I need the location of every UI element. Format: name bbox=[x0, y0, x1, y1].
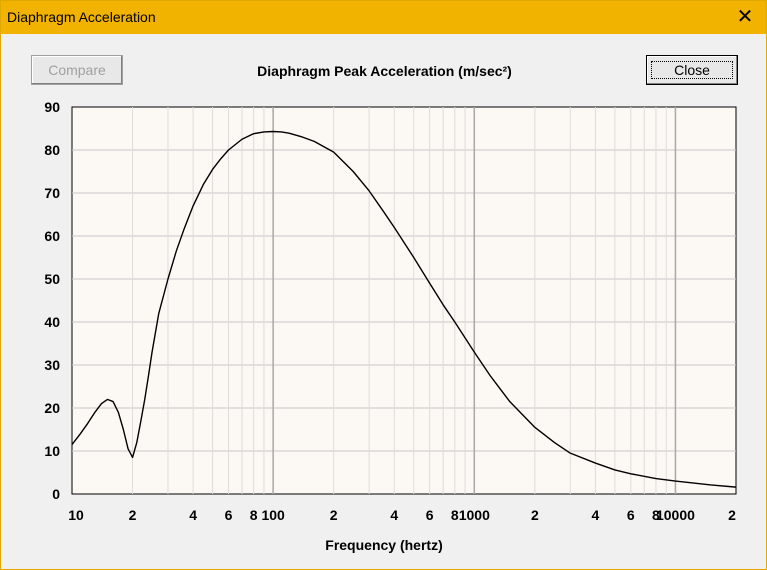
y-tick-label: 90 bbox=[44, 99, 60, 115]
x-tick-label: 8 bbox=[250, 507, 258, 523]
chart-title: Diaphragm Peak Acceleration (m/sec²) bbox=[257, 63, 512, 79]
x-tick-label: 4 bbox=[390, 507, 398, 523]
x-tick-label: 4 bbox=[592, 507, 600, 523]
y-tick-labels: 0 10 20 30 40 50 60 70 80 90 bbox=[44, 99, 60, 502]
series-group bbox=[71, 130, 737, 488]
x-tick-label: 8 bbox=[451, 507, 459, 523]
y-tick-label: 80 bbox=[44, 142, 60, 158]
y-tick-label: 0 bbox=[52, 486, 60, 502]
y-tick-label: 40 bbox=[44, 314, 60, 330]
x-tick-label: 6 bbox=[426, 507, 434, 523]
x-tick-label: 2 bbox=[129, 507, 137, 523]
compare-button[interactable]: Compare bbox=[31, 55, 123, 85]
y-tick-label: 70 bbox=[44, 185, 60, 201]
y-tick-label: 60 bbox=[44, 228, 60, 244]
x-tick-label: 100 bbox=[261, 507, 285, 523]
x-axis-label: Frequency (hertz) bbox=[325, 537, 442, 553]
x-tick-label: 10 bbox=[68, 507, 84, 523]
title-bar: Diaphragm Acceleration ✕ bbox=[1, 1, 766, 34]
series-line-0 bbox=[71, 130, 737, 488]
close-icon[interactable]: ✕ bbox=[736, 6, 754, 28]
y-tick-label: 20 bbox=[44, 400, 60, 416]
grid-lines bbox=[72, 107, 736, 494]
x-tick-label: 2 bbox=[531, 507, 539, 523]
x-tick-label: 10000 bbox=[656, 507, 695, 523]
x-tick-label: 6 bbox=[225, 507, 233, 523]
y-tick-label: 50 bbox=[44, 271, 60, 287]
y-tick-label: 10 bbox=[44, 443, 60, 459]
x-tick-label: 1000 bbox=[459, 507, 490, 523]
close-button[interactable]: Close bbox=[646, 55, 738, 85]
x-tick-label: 6 bbox=[627, 507, 635, 523]
plot-area bbox=[71, 106, 737, 495]
window-title: Diaphragm Acceleration bbox=[7, 9, 156, 25]
x-tick-label: 4 bbox=[189, 507, 197, 523]
close-button-label: Close bbox=[651, 61, 733, 79]
x-tick-label: 2 bbox=[330, 507, 338, 523]
y-tick-label: 30 bbox=[44, 357, 60, 373]
x-tick-label: 8 bbox=[652, 507, 660, 523]
x-tick-label: 2 bbox=[728, 507, 736, 523]
